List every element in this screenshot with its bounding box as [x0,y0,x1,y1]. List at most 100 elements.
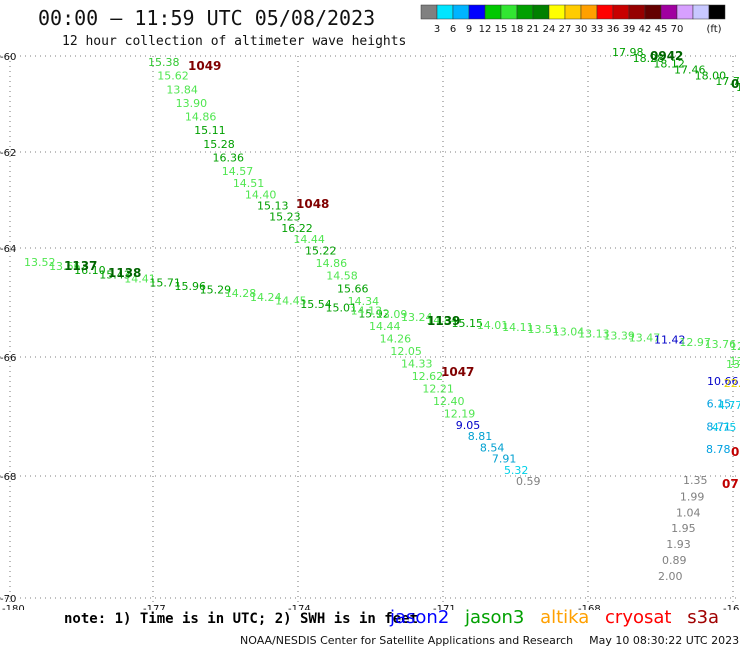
wave-height-label: 11.42 [654,334,686,347]
wave-height-label: 16.10 [74,264,106,277]
wave-height-label: 13.90 [176,97,208,110]
latitude-label: -66 [0,353,16,364]
legend-label: 15 [495,24,508,35]
wave-height-label: 14.84 [426,314,458,327]
wave-height-label: 13.84 [166,83,198,96]
latitude-label: -62 [0,148,16,159]
wave-height-label: 13.66 [49,260,81,273]
wave-height-label: 8.54 [480,441,505,454]
wave-height-label: 15.29 [200,284,232,297]
wave-height-label: 17.98 [612,46,644,59]
wave-height-label: 14.01 [477,319,509,332]
wave-height-label: 14.58 [326,270,358,283]
longitude-label: -174 [288,604,311,610]
wave-height-label: 14.24 [250,291,282,304]
pass-id-label: 1137 [64,259,97,273]
wave-height-label: 5.32 [504,464,529,477]
mission-jason2: jason2 [390,607,450,628]
wave-height-label: 8.78 [706,443,731,456]
wave-height-label: 13.39 [603,330,635,343]
pass-id-label: 1048 [296,197,329,211]
storm-labels: 1049 1048 1047 1137 1138 1139 0942 0 0 07 [64,49,739,491]
wave-height-label: 0.89 [662,554,687,567]
note-text: note: 1) Time is in UTC; 2) SWH is in fe… [64,611,419,627]
legend-label: 45 [655,24,668,35]
map-grid [0,55,740,605]
wave-height-label: 16.36 [213,152,245,165]
wave-height-label: 14.57 [222,165,254,178]
mission-s3a: s3a [687,607,720,628]
legend-label: 9 [466,24,472,35]
legend-label: 24 [543,24,556,35]
wave-height-label: 10.66 [707,375,739,388]
legend-label: 70 [671,24,684,35]
legend-label: 6 [450,24,456,35]
color-scale-legend: 3 6 9 12 15 18 21 24 27 30 33 36 39 42 45 70 (ft) [420,4,726,35]
legend-label: 12 [479,24,492,35]
pass-id-label: 0 [731,77,739,91]
wave-height-label: 14.13 [351,305,383,318]
footer: NOAA/NESDIS Center for Satellite Applica… [240,634,739,647]
wave-height-label: 15.15 [451,317,483,330]
wave-height-label: 14.40 [245,188,277,201]
wave-height-label: 12.84 [730,340,740,353]
legend-label: 39 [623,24,636,35]
wave-height-label: 13.04 [553,325,585,338]
wave-height-label: 1.99 [680,490,705,503]
wave-height-label: 7.91 [492,453,516,466]
wave-height-label: 15.92 [358,307,390,320]
wave-height-label: 13.76 [705,338,737,351]
wave-height-label: 4.75 [712,421,737,434]
legend-label: (ft) [706,24,721,35]
footer-timestamp: May 10 08:30:22 UTC 2023 [589,634,740,647]
wave-height-label: 12.97 [679,336,711,349]
wave-height-label: 15.11 [194,124,226,137]
wave-height-label: 15.28 [203,138,235,151]
wave-height-label: 1.93 [666,538,691,551]
legend-label: 36 [607,24,620,35]
wave-height-label: 2.00 [658,570,683,583]
mission-cryosat: cryosat [605,607,672,628]
wave-height-label: 8.71 [706,420,731,433]
page-subtitle: 12 hour collection of altimeter wave hei… [62,34,407,49]
wave-height-map: -60 -62 -64 -66 -68 -70-180 -177 -174 -171 -168 -1… [0,46,740,610]
wave-height-label: 13.4 [730,355,740,368]
wave-height-label: 13.47 [629,332,661,345]
axis-labels: -60 -62 -64 -66 -68 -70-180 -177 -174 -171 -168 -1… [0,52,739,610]
legend-swatch [708,4,726,20]
wave-height-label: 15.71 [149,276,181,289]
wave-height-label: 1.04 [676,506,701,519]
legend-label: 42 [639,24,652,35]
wave-height-label: 14.28 [225,287,257,300]
legend-label: 33 [591,24,604,35]
latitude-label: -70 [0,594,16,605]
wave-height-label: 12.40 [433,395,465,408]
wave-height-label: 14.34 [348,295,380,308]
wave-height-label: 1.35 [683,474,708,487]
latitude-label: -60 [0,52,16,63]
longitude-label: -180 [2,604,25,610]
wave-height-label: 18.28 [633,52,665,65]
legend-label: 3 [434,24,440,35]
wave-height-label: 12.21 [422,383,454,396]
wave-height-label: 15.62 [157,70,189,83]
wave-height-label: 12.05 [390,345,422,358]
wave-height-label: 13.51 [527,323,559,336]
footer-source: NOAA/NESDIS Center for Satellite Applica… [240,634,574,647]
pass-id-label: 1047 [441,365,474,379]
wave-height-label: 12.19 [444,408,476,421]
mission-jason3: jason3 [465,607,525,628]
pass-id-label: 1138 [108,266,141,280]
wave-height-label: 1.95 [671,522,696,535]
wave-height-label: 8.81 [468,430,493,443]
wave-height-label: 14.86 [185,111,217,124]
longitude-label: -177 [143,604,166,610]
wave-height-label: 12.62 [412,370,444,383]
wave-height-label: 15.22 [305,245,337,258]
pass-id-label: 0942 [650,49,683,63]
legend-label: 30 [575,24,588,35]
wave-height-label: 13.09 [376,308,408,321]
wave-height-label: 17.46 [674,64,706,77]
wave-height-label: 13.52 [24,256,56,269]
wave-height-label: 14.51 [233,177,264,190]
